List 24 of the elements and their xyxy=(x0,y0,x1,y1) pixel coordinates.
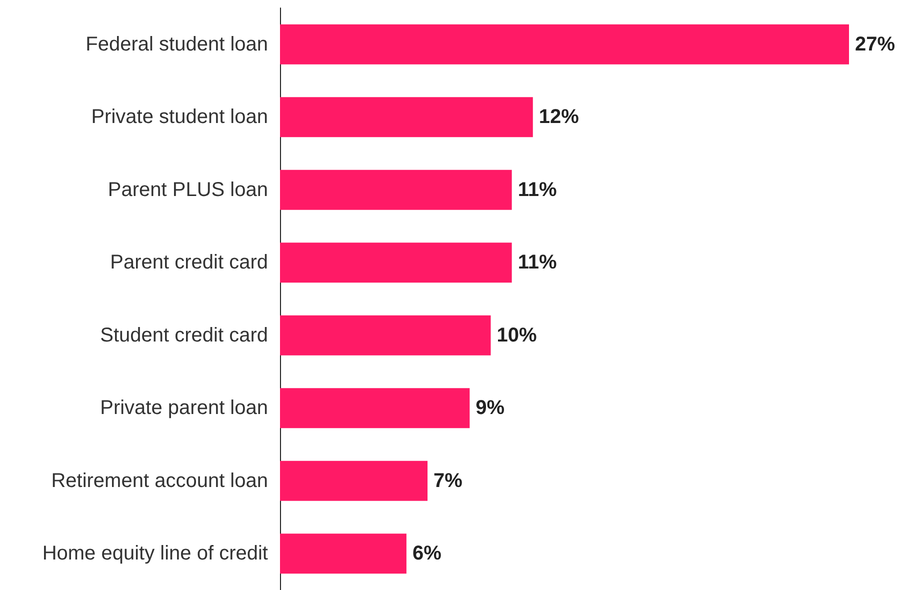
y-tick-label: Parent PLUS loan xyxy=(108,178,268,201)
bar xyxy=(280,315,491,356)
bar xyxy=(280,460,428,501)
bar xyxy=(280,388,470,428)
bar xyxy=(280,242,512,283)
y-tick-label: Private parent loan xyxy=(100,397,268,420)
data-label: 10% xyxy=(496,324,537,346)
data-label: 11% xyxy=(518,252,557,274)
data-label: 9% xyxy=(476,397,505,420)
bar xyxy=(280,534,406,574)
y-tick-label: Student credit card xyxy=(100,324,268,346)
y-tick-label: Private student loan xyxy=(91,106,268,128)
y-tick-label: Retirement account loan xyxy=(51,470,268,492)
data-label: 6% xyxy=(412,542,442,565)
data-label: 7% xyxy=(434,470,463,492)
y-tick-label: Home equity line of credit xyxy=(42,542,268,565)
y-tick-label: Parent credit card xyxy=(110,252,268,274)
bar xyxy=(280,24,849,64)
bar xyxy=(280,170,512,210)
data-label: 27% xyxy=(855,33,896,56)
y-tick-label: Federal student loan xyxy=(86,33,268,56)
data-label: 11% xyxy=(518,178,557,201)
bar xyxy=(280,97,533,138)
data-label: 12% xyxy=(538,106,580,128)
